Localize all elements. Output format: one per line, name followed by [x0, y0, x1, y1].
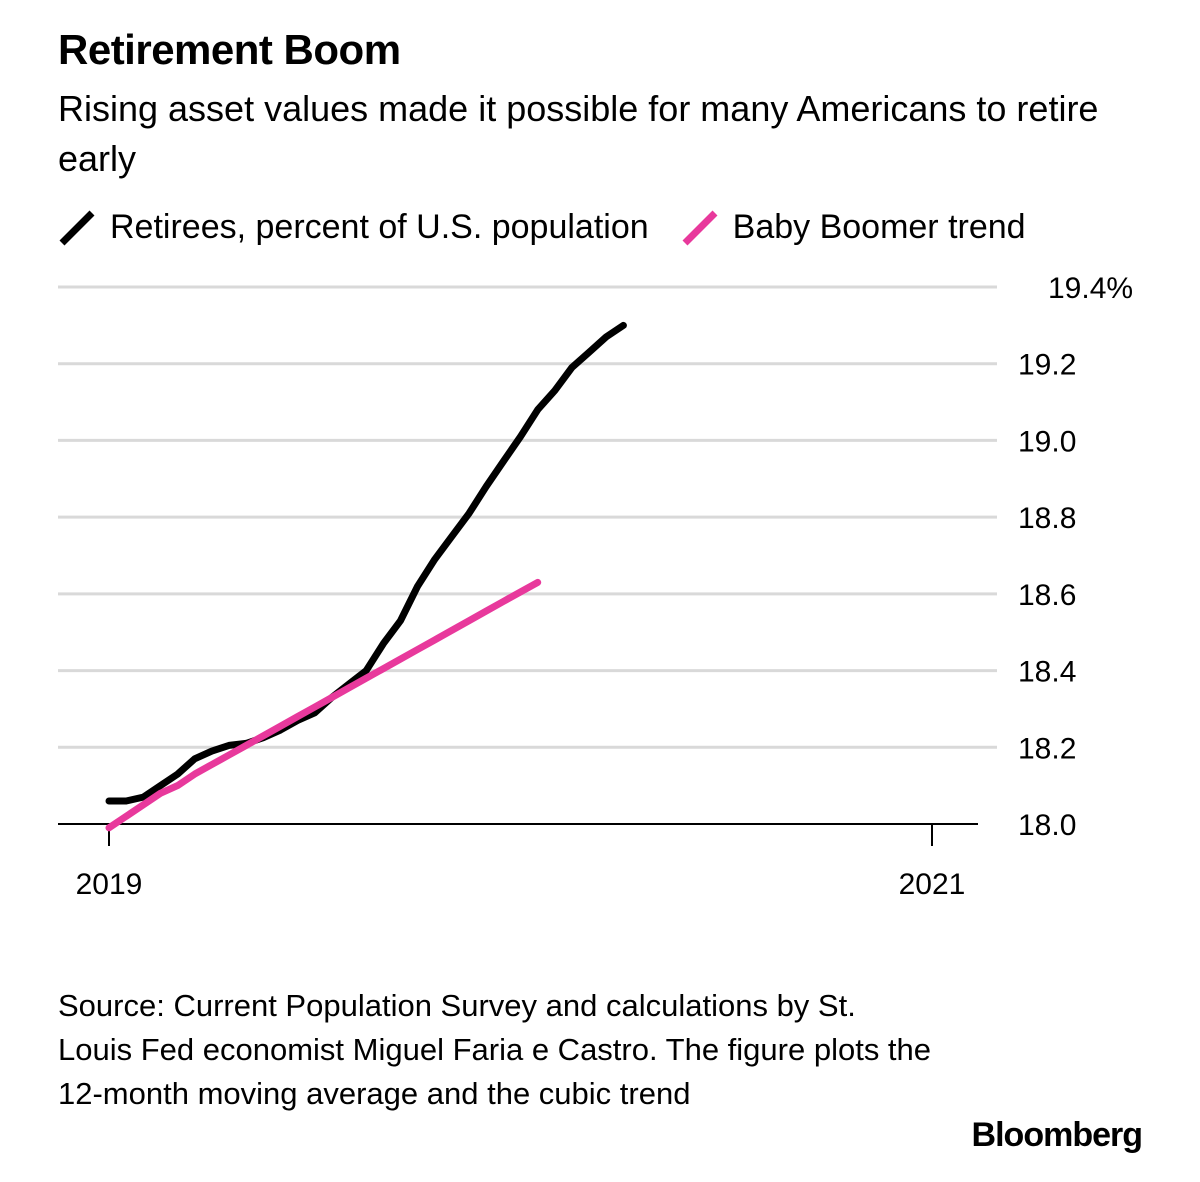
legend-label-boomer-trend: Baby Boomer trend — [732, 207, 1026, 246]
y-tick-label: 18.2 — [1018, 732, 1076, 765]
legend: Retirees, percent of U.S. population Bab… — [58, 202, 1058, 252]
legend-item-retirees: Retirees, percent of U.S. population — [58, 207, 649, 247]
tick-labels: 19.4% 19.2 19.0 18.8 18.6 18.4 18.2 18.0 2019 202… — [76, 272, 1133, 901]
chart-title: Retirement Boom — [58, 26, 401, 73]
y-tick-label: 18.8 — [1018, 502, 1076, 535]
y-tick-label: 18.0 — [1018, 809, 1076, 842]
legend-swatch-retirees — [59, 210, 95, 246]
x-tick-label: 2021 — [899, 868, 966, 901]
bloomberg-logo: Bloomberg — [971, 1116, 1143, 1154]
legend-label-retirees: Retirees, percent of U.S. population — [110, 207, 649, 246]
y-tick-label: 19.4% — [1048, 272, 1133, 305]
y-tick-label: 19.0 — [1018, 425, 1076, 458]
y-tick-label: 18.4 — [1018, 656, 1076, 689]
x-tick-label: 2019 — [76, 868, 143, 901]
series-lines — [105, 321, 627, 832]
chart-subtitle: Rising asset values made it possible for… — [58, 88, 1099, 179]
source-note: Source: Current Population Survey and ca… — [58, 988, 932, 1111]
axes — [58, 823, 978, 846]
y-tick-label: 18.6 — [1018, 579, 1076, 612]
series-line-retirees — [105, 321, 627, 805]
legend-item-boomer-trend: Baby Boomer trend — [681, 207, 1026, 247]
legend-swatch-boomer-trend — [682, 210, 718, 246]
grid-lines — [58, 285, 997, 749]
y-tick-label: 19.2 — [1018, 349, 1076, 382]
series-line-boomer-trend — [105, 578, 542, 832]
